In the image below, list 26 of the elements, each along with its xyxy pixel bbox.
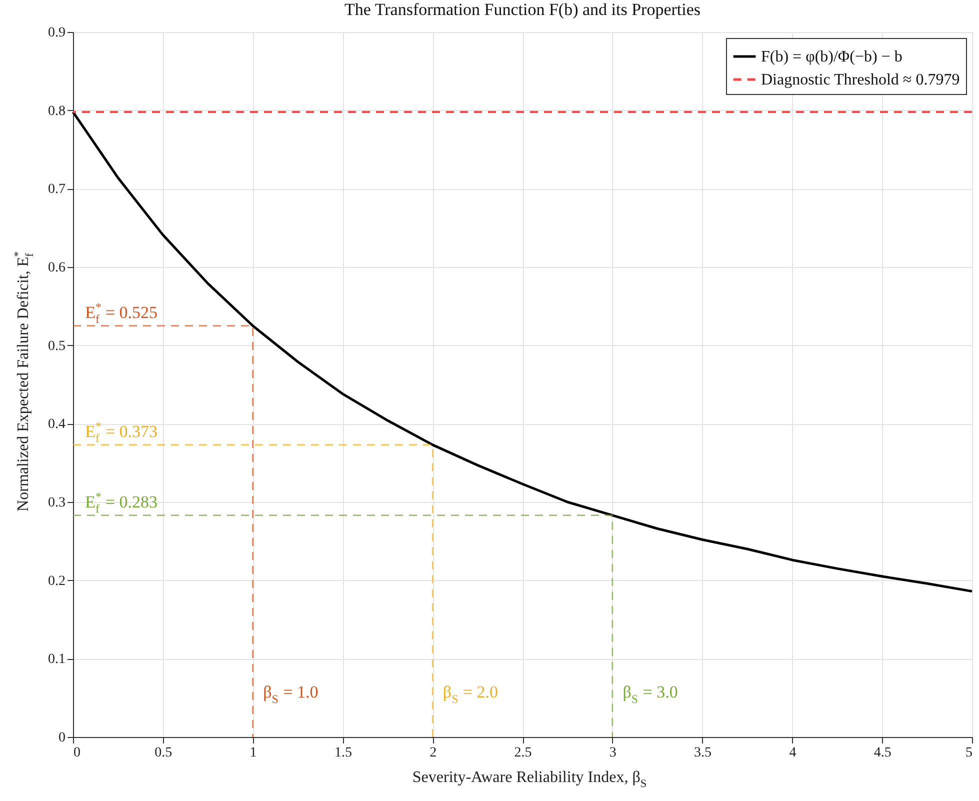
x-tick-label: 3.5 (694, 746, 712, 760)
x-tick-label: 2.5 (514, 746, 532, 760)
x-tick-label: 1.5 (334, 746, 352, 760)
line-series (72, 110, 974, 593)
y-tick-label: 0.6 (48, 260, 66, 276)
x-tick-label: 4 (789, 746, 796, 760)
y-tick-label: 0 (58, 730, 66, 746)
y-tick-label: 0.5 (48, 338, 66, 354)
y-tick-label: 0.9 (48, 26, 66, 40)
y-tick-label: 0.1 (48, 652, 66, 668)
chart-title: The Transformation Function F(b) and its Properties (344, 0, 701, 19)
legend-label: F(b) = φ(b)/Φ(−b) − b (761, 48, 902, 66)
y-tick-label: 0.3 (48, 496, 66, 510)
y-tick-label: 0.2 (48, 574, 66, 589)
x-tick-label: 0 (74, 746, 80, 760)
y-axis-title: Normalized Expected Failure Deficit, Ef* (12, 250, 36, 512)
x-tick-label: 0.5 (154, 746, 172, 760)
x-tick-label: 2 (430, 746, 437, 760)
x-tick-label: 3 (609, 746, 616, 760)
y-tick-label: 0.8 (48, 104, 66, 119)
x-tick-label: 5 (966, 746, 972, 760)
x-tick-label: 4.5 (874, 746, 892, 760)
legend-label: Diagnostic Threshold ≈ 0.7979 (761, 72, 960, 88)
x-tick-label: 1 (250, 746, 257, 760)
y-tick-label: 0.7 (48, 182, 66, 198)
y-tick-label: 0.4 (48, 417, 66, 432)
